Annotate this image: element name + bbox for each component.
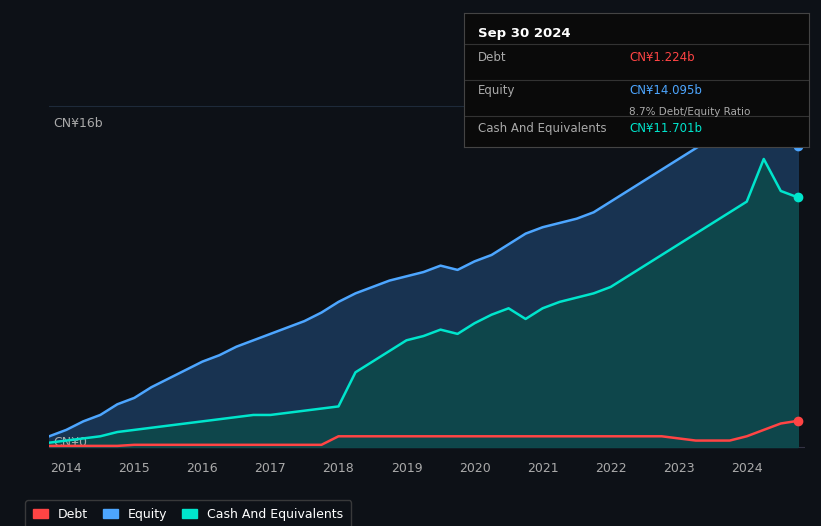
Text: CN¥16b: CN¥16b (53, 117, 103, 130)
Text: Debt: Debt (478, 50, 507, 64)
Text: CN¥14.095b: CN¥14.095b (630, 84, 702, 97)
Text: 8.7% Debt/Equity Ratio: 8.7% Debt/Equity Ratio (630, 107, 750, 117)
Text: CN¥11.701b: CN¥11.701b (630, 122, 703, 135)
Text: Cash And Equivalents: Cash And Equivalents (478, 122, 606, 135)
Legend: Debt, Equity, Cash And Equivalents: Debt, Equity, Cash And Equivalents (25, 500, 351, 526)
Text: Sep 30 2024: Sep 30 2024 (478, 26, 571, 39)
Text: CN¥0: CN¥0 (53, 436, 87, 449)
Text: CN¥1.224b: CN¥1.224b (630, 50, 695, 64)
Text: Equity: Equity (478, 84, 515, 97)
